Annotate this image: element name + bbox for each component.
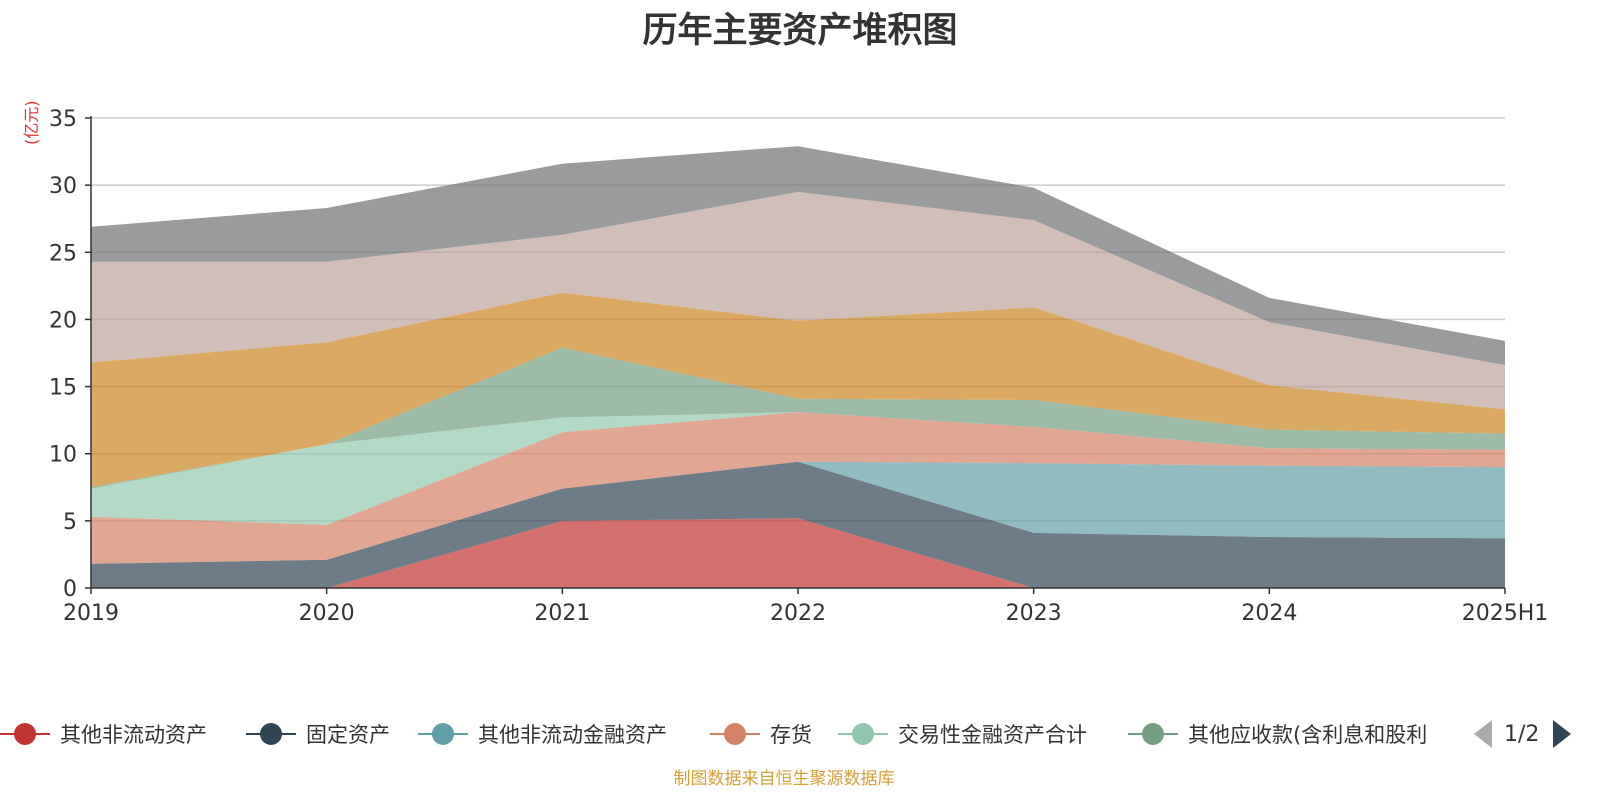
legend-marker-icon <box>418 716 468 752</box>
y-tick-label: 35 <box>49 107 77 132</box>
area-series-4 <box>91 412 1505 525</box>
x-tick-label: 2019 <box>63 601 119 626</box>
y-tick-label: 25 <box>49 241 77 266</box>
legend-pager: 1/2 <box>1474 716 1572 752</box>
y-tick-label: 0 <box>63 577 77 602</box>
legend-item[interactable]: 其他非流动金融资产 <box>418 716 667 752</box>
legend-label: 其他应收款(含利息和股利 <box>1188 723 1428 747</box>
y-tick-label: 10 <box>49 443 77 468</box>
legend: 其他非流动资产 固定资产 其他非流动金融资产 存货 交易性金融资产合计 其他应收款(含利息… <box>0 716 1600 752</box>
area-series-7 <box>91 191 1505 410</box>
legend-marker-icon <box>838 716 888 752</box>
legend-page-indicator: 1/2 <box>1504 721 1540 747</box>
legend-item[interactable]: 交易性金融资产合计 <box>838 716 1087 752</box>
area-series-0 <box>91 518 1505 588</box>
x-tick-label: 2021 <box>534 601 590 626</box>
axes: 0 5 10 15 20 25 30 35 2019 2020 2021 2022 2023 2024 20… <box>49 107 1548 626</box>
legend-label: 固定资产 <box>306 723 390 747</box>
area-series-1 <box>91 461 1505 588</box>
area-series-8 <box>91 146 1505 366</box>
x-tick-label: 2022 <box>770 601 826 626</box>
x-tick-label: 2020 <box>299 601 355 626</box>
legend-next-page-icon[interactable] <box>1553 720 1572 748</box>
y-tick-label: 20 <box>49 308 77 333</box>
legend-label: 其他非流动资产 <box>60 723 207 747</box>
legend-marker-icon <box>1128 716 1178 752</box>
legend-item[interactable]: 其他应收款(含利息和股利 <box>1128 716 1427 752</box>
legend-item[interactable]: 存货 <box>710 716 812 752</box>
legend-prev-page-icon[interactable] <box>1474 720 1492 748</box>
area-series <box>91 146 1505 588</box>
x-tick-label: 2025H1 <box>1462 601 1549 626</box>
y-tick-label: 15 <box>49 376 77 401</box>
legend-item[interactable]: 固定资产 <box>246 716 390 752</box>
legend-marker-icon <box>710 716 760 752</box>
x-tick-label: 2024 <box>1241 601 1297 626</box>
y-tick-label: 5 <box>63 510 77 535</box>
chart-title: 历年主要资产堆积图 <box>642 11 958 51</box>
legend-label: 其他非流动金融资产 <box>478 723 667 747</box>
legend-label: 存货 <box>770 723 812 747</box>
area-series-3 <box>91 412 1505 564</box>
legend-label: 交易性金融资产合计 <box>898 723 1087 747</box>
x-tick-label: 2023 <box>1006 601 1062 626</box>
area-series-2 <box>91 461 1505 564</box>
legend-item[interactable]: 其他非流动资产 <box>0 716 207 752</box>
source-note: 制图数据来自恒生聚源数据库 <box>673 769 895 789</box>
y-tick-label: 30 <box>49 174 77 199</box>
legend-marker-icon <box>0 716 50 752</box>
area-series-6 <box>91 292 1505 488</box>
legend-marker-icon <box>246 716 296 752</box>
